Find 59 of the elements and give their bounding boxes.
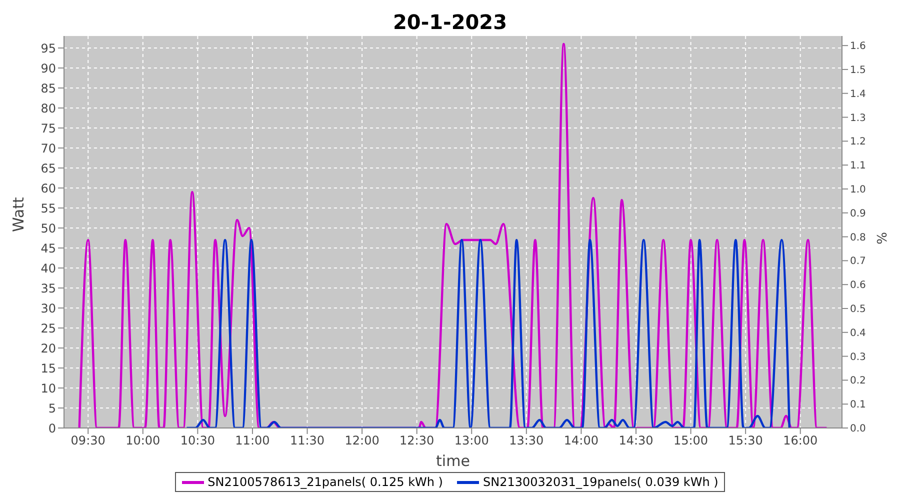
y2-tick-label: 0.9: [850, 208, 866, 220]
x-tick-label: 12:30: [400, 434, 434, 448]
y-tick-label: 30: [40, 301, 56, 316]
y2-tick-label: 1.6: [850, 41, 866, 52]
y2-tick-label: 0.0: [850, 424, 866, 435]
legend-label: SN2130032031_19panels( 0.039 kWh ): [483, 475, 718, 489]
y2-axis-title: %: [876, 232, 891, 244]
y2-tick-label: 1.2: [850, 136, 866, 148]
y2-tick-label: 0.6: [850, 280, 866, 292]
x-tick-label: 11:00: [235, 434, 270, 448]
y2-tick-label: 1.4: [850, 88, 866, 100]
line-series: [78, 42, 828, 428]
y-tick-label: 55: [40, 201, 56, 216]
y-tick-label: 20: [40, 341, 56, 356]
x-tick-label: 12:00: [344, 434, 380, 448]
y-tick-label: 40: [40, 261, 56, 276]
y-tick-label: 90: [40, 61, 56, 76]
x-tick-label: 11:30: [290, 434, 325, 448]
x-tick-label: 14:30: [618, 434, 654, 448]
chart-title: 20-1-2023: [392, 9, 508, 36]
x-tick-label: 13:30: [509, 434, 544, 448]
x-tick-label: 15:00: [673, 434, 708, 448]
y-tick-label: 25: [40, 321, 56, 336]
x-tick-label: 10:00: [126, 434, 160, 448]
y2-tick-label: 0.1: [850, 400, 866, 411]
y2-tick-label: 0.7: [850, 256, 866, 268]
y-tick-label: 95: [40, 41, 56, 56]
y2-tick-label: 1.0: [850, 184, 866, 196]
x-tick-label: 15:30: [728, 434, 763, 448]
y-tick-label: 80: [40, 101, 56, 116]
x-tick-label: 10:30: [180, 434, 215, 448]
y-tick-label: 50: [40, 221, 56, 236]
y-tick-label: 0: [48, 421, 56, 436]
x-tick-label: 14:00: [564, 434, 599, 448]
line-series: [186, 238, 791, 428]
y-axis-title: Watt: [9, 197, 28, 232]
y2-tick-label: 1.5: [850, 65, 866, 76]
y-tick-label: 35: [40, 281, 56, 296]
y-tick-label: 75: [40, 121, 56, 136]
y2-tick-label: 1.1: [850, 160, 866, 172]
y2-tick-label: 0.5: [850, 304, 866, 316]
y2-tick-label: 0.4: [850, 328, 866, 339]
y-tick-label: 10: [40, 381, 56, 396]
x-tick-label: 09:30: [70, 434, 106, 448]
x-tick-label: 13:00: [454, 434, 489, 448]
y2-tick-label: 0.3: [850, 352, 866, 363]
y2-tick-label: 0.8: [850, 232, 866, 244]
y-tick-label: 15: [40, 361, 56, 376]
y-tick-label: 60: [40, 181, 56, 196]
legend-label: SN2100578613_21panels( 0.125 kWh ): [208, 475, 443, 489]
y-tick-label: 65: [40, 161, 56, 176]
x-axis-title: time: [436, 452, 470, 470]
y2-tick-label: 0.2: [850, 376, 866, 387]
x-tick-label: 16:00: [783, 434, 818, 448]
y2-tick-label: 1.3: [850, 112, 866, 124]
y-tick-label: 5: [48, 401, 56, 416]
y-tick-label: 45: [40, 241, 56, 256]
y-tick-label: 85: [40, 81, 56, 96]
y-tick-label: 70: [40, 141, 56, 156]
